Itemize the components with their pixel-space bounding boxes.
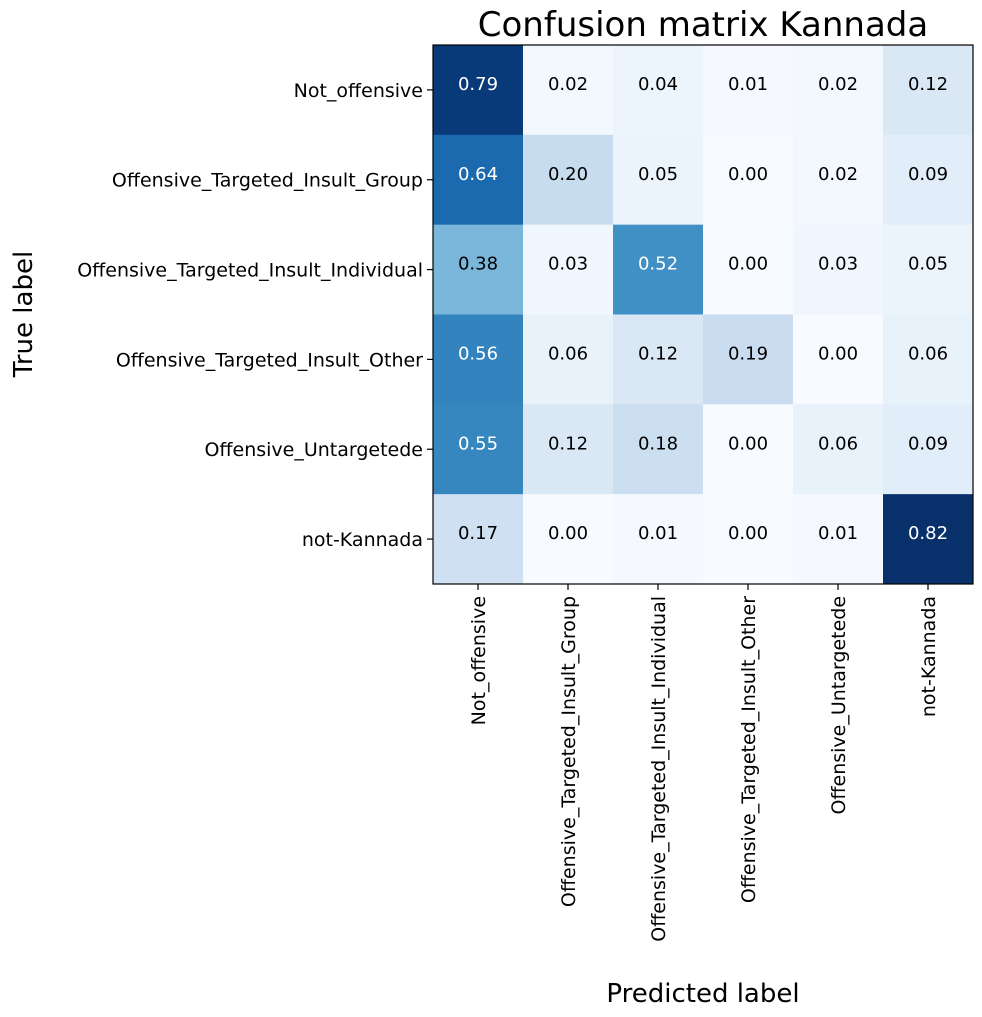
heatmap-cell-r5-c3 (703, 494, 794, 585)
cell-value-r5-c5: 0.82 (908, 523, 948, 544)
heatmap-cell-r1-c3 (703, 134, 794, 226)
cell-value-r0-c0: 0.79 (458, 74, 498, 95)
cell-value-r0-c1: 0.02 (548, 74, 588, 95)
x-axis: Not_offensive Offensive_Targeted_Insult_G… (468, 583, 940, 942)
cell-value-r1-c2: 0.05 (638, 164, 678, 185)
heatmap-cell-r0-c2 (613, 45, 704, 136)
heatmap-cell-r3-c1 (523, 314, 614, 405)
cell-value-r3-c4: 0.00 (818, 343, 858, 364)
cell-value-r1-c3: 0.00 (728, 164, 768, 185)
heatmap-cell-r0-c3 (703, 45, 794, 136)
heatmap-cell-r1-c2 (613, 134, 704, 226)
heatmap-cell-r1-c1 (523, 134, 614, 226)
x-tick-label-1: Offensive_Targeted_Insult_Group (558, 596, 580, 907)
heatmap-cell-r5-c5 (883, 494, 974, 585)
cell-value-r0-c3: 0.01 (728, 74, 768, 95)
x-tick-label-5: not-Kannada (918, 596, 940, 717)
cell-value-r4-c5: 0.09 (908, 433, 948, 454)
x-tick-label-2: Offensive_Targeted_Insult_Individual (648, 596, 670, 942)
cell-value-r4-c2: 0.18 (638, 433, 678, 454)
cell-value-r2-c3: 0.00 (728, 254, 768, 275)
plot-frame (432, 44, 974, 585)
heatmap-cell-r2-c0 (433, 224, 524, 315)
cell-value-r2-c4: 0.03 (818, 254, 858, 275)
heatmap-cell-r1-c5 (883, 134, 974, 226)
heatmap-cell-r0-c4 (793, 45, 884, 136)
cell-value-r0-c4: 0.02 (818, 74, 858, 95)
cell-value-r3-c1: 0.06 (548, 343, 588, 364)
x-tick-label-0: Not_offensive (468, 596, 490, 725)
heatmap-cell-r2-c1 (523, 224, 614, 315)
heatmap-cell-r1-c4 (793, 134, 884, 226)
y-tick-label-5: not-Kannada (302, 529, 423, 551)
heatmap-cell-r4-c3 (703, 404, 794, 495)
heatmap-cell-r4-c1 (523, 404, 614, 495)
y-axis: Not_offensive Offensive_Targeted_Insult_G… (77, 80, 433, 551)
heatmap-cell-r3-c0 (433, 314, 524, 405)
cell-value-r3-c0: 0.56 (458, 343, 498, 364)
y-tick-label-3: Offensive_Targeted_Insult_Other (116, 349, 423, 371)
heatmap-cell-r5-c2 (613, 494, 704, 585)
cell-value-labels: 0.79 0.02 0.04 0.01 0.02 0.12 0.64 0.20 0.05 0.00… (458, 74, 948, 544)
heatmap-cell-r4-c4 (793, 404, 884, 495)
heatmap-cell-r3-c3 (703, 314, 794, 405)
cell-value-r1-c0: 0.64 (458, 164, 498, 185)
heatmap-cell-r2-c4 (793, 224, 884, 315)
cell-value-r5-c2: 0.01 (638, 523, 678, 544)
heatmap-cell-r4-c5 (883, 404, 974, 495)
cell-value-r2-c0: 0.38 (458, 254, 498, 275)
cell-value-r5-c4: 0.01 (818, 523, 858, 544)
cell-value-r4-c3: 0.00 (728, 433, 768, 454)
y-tick-label-2: Offensive_Targeted_Insult_Individual (77, 260, 423, 282)
y-tick-label-0: Not_offensive (294, 80, 423, 102)
heatmap-cell-r3-c5 (883, 314, 974, 405)
heatmap-cell-r5-c4 (793, 494, 884, 585)
heatmap-cell-r4-c2 (613, 404, 704, 495)
heatmap-cells (433, 45, 974, 585)
x-tick-label-3: Offensive_Targeted_Insult_Other (738, 596, 760, 903)
heatmap-cell-r3-c2 (613, 314, 704, 405)
heatmap-cell-r0-c1 (523, 45, 614, 136)
cell-value-r5-c1: 0.00 (548, 523, 588, 544)
x-tick-label-4: Offensive_Untargetede (828, 596, 850, 815)
heatmap-cell-r5-c0 (433, 494, 524, 585)
cell-value-r4-c1: 0.12 (548, 433, 588, 454)
chart-title: Confusion matrix Kannada (478, 5, 928, 45)
cell-value-r1-c4: 0.02 (818, 164, 858, 185)
heatmap-cell-r2-c2 (613, 224, 704, 315)
heatmap-cell-r3-c4 (793, 314, 884, 405)
cell-value-r0-c2: 0.04 (638, 74, 678, 95)
cell-value-r0-c5: 0.12 (908, 74, 948, 95)
heatmap-cell-r5-c1 (523, 494, 614, 585)
cell-value-r3-c5: 0.06 (908, 343, 948, 364)
heatmap-cell-r0-c0 (433, 45, 524, 136)
heatmap-cell-r0-c5 (883, 45, 974, 136)
cell-value-r4-c4: 0.06 (818, 433, 858, 454)
cell-value-r4-c0: 0.55 (458, 433, 498, 454)
x-axis-label: Predicted label (606, 979, 799, 1009)
cell-value-r1-c1: 0.20 (548, 164, 588, 185)
cell-value-r2-c5: 0.05 (908, 254, 948, 275)
cell-value-r3-c2: 0.12 (638, 343, 678, 364)
heatmap-cell-r2-c3 (703, 224, 794, 315)
y-tick-label-4: Offensive_Untargetede (204, 439, 423, 461)
y-axis-label: True label (9, 251, 39, 378)
cell-value-r5-c3: 0.00 (728, 523, 768, 544)
cell-value-r2-c1: 0.03 (548, 254, 588, 275)
heatmap-cell-r2-c5 (883, 224, 974, 315)
heatmap-cell-r1-c0 (433, 134, 524, 226)
heatmap-cell-r4-c0 (433, 404, 524, 495)
cell-value-r2-c2: 0.52 (638, 254, 678, 275)
cell-value-r1-c5: 0.09 (908, 164, 948, 185)
cell-value-r3-c3: 0.19 (728, 343, 768, 364)
cell-value-r5-c0: 0.17 (458, 523, 498, 544)
y-tick-label-1: Offensive_Targeted_Insult_Group (112, 170, 423, 192)
